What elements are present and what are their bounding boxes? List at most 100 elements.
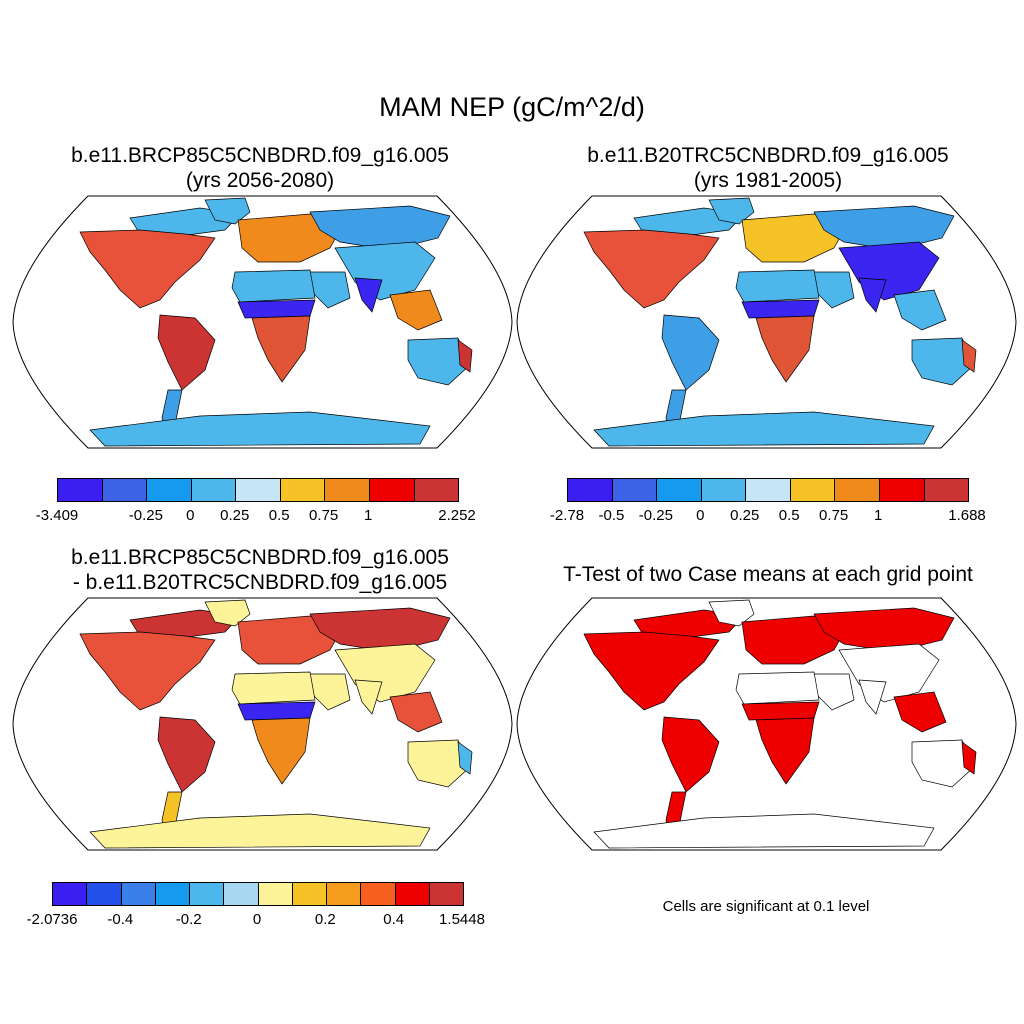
land-se-asia xyxy=(893,691,947,733)
land-north-america xyxy=(583,631,720,711)
panel-1-title-line1: b.e11.BRCP85C5CNBDRD.f09_g16.005 xyxy=(71,144,449,167)
land-sahel xyxy=(237,299,316,319)
colorbar-tick-label: -0.4 xyxy=(107,911,134,928)
land-australia xyxy=(911,337,975,386)
land-south-america xyxy=(157,314,216,391)
land-se-asia xyxy=(389,691,443,733)
colorbar-swatch xyxy=(190,883,225,905)
colorbar-swatch xyxy=(53,883,88,905)
land-africa-south xyxy=(755,315,815,383)
colorbar-swatch xyxy=(701,479,747,501)
panel-4-title-line1: T-Test of two Case means at each grid po… xyxy=(563,563,973,586)
colorbar-swatch xyxy=(395,883,430,905)
land-australia-east xyxy=(961,339,977,373)
land-se-asia xyxy=(893,289,947,331)
colorbar-swatch xyxy=(361,883,396,905)
panel-2-title: b.e11.B20TRC5CNBDRD.f09_g16.005 (yrs 198… xyxy=(528,143,1008,193)
colorbar-tick-label: -0.25 xyxy=(128,507,163,524)
land-sahara xyxy=(735,269,820,303)
colorbar-swatch xyxy=(924,479,969,501)
colorbar-tick-label: 0 xyxy=(696,507,705,524)
panel-3-title-line1: b.e11.BRCP85C5CNBDRD.f09_g16.005 xyxy=(71,546,449,569)
land-north-america xyxy=(583,229,720,309)
panel-1-title: b.e11.BRCP85C5CNBDRD.f09_g16.005 (yrs 20… xyxy=(20,143,500,193)
colorbar-tick-label: 0.5 xyxy=(778,507,800,524)
colorbar-tick-label: -0.2 xyxy=(175,911,202,928)
land-antarctica xyxy=(89,411,431,447)
colorbar-swatch xyxy=(790,479,836,501)
colorbar-swatch xyxy=(87,883,122,905)
colorbar-3 xyxy=(52,882,464,906)
colorbar-swatch xyxy=(236,479,281,501)
colorbar-tick-label: 0.2 xyxy=(314,911,336,928)
land-greenland xyxy=(708,197,755,225)
colorbar-tick-label: 0.25 xyxy=(730,507,760,524)
land-india xyxy=(354,679,383,715)
land-india xyxy=(858,277,887,313)
land-greenland xyxy=(708,599,755,627)
significance-note: Cells are significant at 0.1 level xyxy=(662,898,870,915)
colorbar-swatch xyxy=(879,479,925,501)
land-australia-east xyxy=(457,741,473,775)
colorbar-swatch xyxy=(657,479,702,501)
colorbar-1 xyxy=(57,478,459,502)
land-sahara xyxy=(735,671,820,705)
land-australia xyxy=(407,337,471,386)
colorbar-swatch xyxy=(224,883,259,905)
land-antarctica xyxy=(89,813,431,849)
colorbar-swatch xyxy=(325,479,370,501)
panel-3-title-line2: - b.e11.B20TRC5CNBDRD.f09_g16.005 xyxy=(72,571,448,594)
colorbar-swatch xyxy=(102,479,148,501)
colorbar-tick-label: -0.25 xyxy=(638,507,673,524)
colorbar-swatch xyxy=(612,479,658,501)
colorbar-tick-label: 0 xyxy=(252,911,262,928)
colorbar-swatch xyxy=(155,883,190,905)
colorbar-swatch xyxy=(121,883,156,905)
land-africa-south xyxy=(251,717,311,785)
land-north-america xyxy=(79,631,216,711)
land-south-america xyxy=(661,314,720,391)
land-australia xyxy=(911,739,975,788)
panel-4-title: T-Test of two Case means at each grid po… xyxy=(520,562,1016,587)
colorbar-swatch xyxy=(327,883,362,905)
land-greenland xyxy=(204,599,251,627)
land-north-america xyxy=(79,229,216,309)
colorbar-tick-label: 0.25 xyxy=(220,507,250,524)
land-se-asia xyxy=(389,289,443,331)
land-south-america xyxy=(157,716,216,793)
land-sahel xyxy=(237,701,316,721)
land-australia xyxy=(407,739,471,788)
land-africa-south xyxy=(251,315,311,383)
colorbar-swatch xyxy=(429,883,463,905)
colorbar-tick-label: 0 xyxy=(186,507,195,524)
land-australia-east xyxy=(457,339,473,373)
land-south-america xyxy=(661,716,720,793)
colorbar-swatch xyxy=(414,479,459,501)
colorbar-tick-label: 1 xyxy=(363,507,373,524)
figure-title: MAM NEP (gC/m^2/d) xyxy=(379,92,645,122)
map-panel-3 xyxy=(12,597,513,851)
colorbar-swatch xyxy=(147,479,192,501)
colorbar-tick-label: -3.409 xyxy=(35,507,79,524)
land-sahara xyxy=(231,671,316,705)
colorbar-tick-label: 1 xyxy=(873,507,883,524)
panel-2-title-line2: (yrs 1981-2005) xyxy=(693,169,843,192)
land-sahel xyxy=(741,701,820,721)
colorbar-tick-label: -2.78 xyxy=(549,507,585,524)
land-australia-east xyxy=(961,741,977,775)
colorbar-tick-label: 2.252 xyxy=(438,507,476,524)
colorbar-swatch xyxy=(746,479,791,501)
land-greenland xyxy=(204,197,251,225)
colorbar-tick-label: -2.0736 xyxy=(26,911,78,928)
map-panel-1 xyxy=(12,195,513,449)
map-panel-2 xyxy=(516,195,1017,449)
land-antarctica xyxy=(593,813,935,849)
panel-3-title: b.e11.BRCP85C5CNBDRD.f09_g16.005 - b.e11… xyxy=(20,545,500,595)
colorbar-tick-label: 1.5448 xyxy=(439,911,485,928)
colorbar-tick-label: -0.5 xyxy=(598,507,625,524)
colorbar-swatch xyxy=(568,479,613,501)
land-sahel xyxy=(741,299,820,319)
colorbar-tick-label: 0.75 xyxy=(819,507,849,524)
colorbar-tick-label: 0.4 xyxy=(383,911,405,928)
colorbar-swatch xyxy=(292,883,327,905)
